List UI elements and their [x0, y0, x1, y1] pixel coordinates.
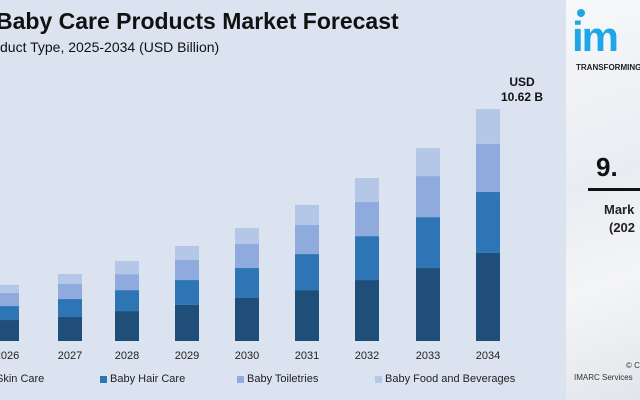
copyright: © C — [626, 361, 640, 370]
legend-swatch — [100, 375, 107, 383]
divider — [588, 188, 640, 191]
bar-2031-series-3 — [295, 204, 319, 225]
chart-title: Baby Care Products Market Forecast — [0, 8, 399, 34]
bar-2026-series-3 — [0, 284, 19, 293]
legend-item-toiletries: Baby Toiletries — [237, 373, 318, 385]
bar-2034-series-3 — [476, 109, 500, 144]
bar-2033-series-2 — [416, 176, 440, 218]
x-tick-label: 2026 — [0, 350, 19, 362]
cagr-label: Mark — [604, 202, 635, 217]
bar-2032-series-0 — [355, 280, 379, 341]
bar-2028-series-0 — [115, 311, 139, 341]
chart-subtitle: duct Type, 2025-2034 (USD Billion) — [0, 39, 220, 55]
bar-2027-series-2 — [58, 283, 82, 300]
side-panel: im TRANSFORMING 9. Mark (202 © C IMARC S… — [566, 0, 640, 400]
bar-2030-series-2 — [235, 244, 259, 269]
legend-swatch — [375, 375, 382, 383]
legend-label: Skin Care — [0, 373, 45, 385]
bar-2032-series-1 — [355, 236, 379, 281]
legend-item-hair-care: Baby Hair Care — [100, 373, 185, 385]
logo-dot — [577, 9, 585, 17]
bar-2029-series-1 — [175, 280, 199, 305]
bar-2028-series-2 — [115, 274, 139, 291]
bar-2031-series-0 — [295, 290, 319, 341]
x-tick-label: 2028 — [115, 350, 139, 362]
legend-label: Baby Toiletries — [247, 373, 319, 385]
logo-tagline: TRANSFORMING — [576, 63, 640, 72]
legend-item-food-beverages: Baby Food and Beverages — [375, 373, 515, 385]
x-tick-label: 2033 — [416, 350, 440, 362]
bar-2027-series-0 — [58, 316, 82, 341]
cagr-period: (202 — [609, 220, 636, 235]
bar-2029-series-2 — [175, 259, 199, 281]
bar-2030-series-1 — [235, 268, 259, 298]
legend-item-skin-care: Skin Care — [0, 373, 44, 385]
bar-2031-series-1 — [295, 254, 319, 291]
annotation-line2: 10.62 B — [501, 90, 543, 104]
bar-2026-series-1 — [0, 306, 19, 321]
legend-label: Baby Hair Care — [110, 373, 186, 385]
x-tick-label: 2030 — [235, 350, 259, 362]
x-tick-label: 2034 — [476, 350, 500, 362]
cagr-value: 9. — [596, 152, 618, 182]
bar-2033-series-0 — [416, 268, 440, 341]
imarc-logo: im — [572, 13, 619, 60]
bar-2029-series-3 — [175, 245, 199, 260]
bar-2028-series-3 — [115, 261, 139, 275]
x-tick-label: 2031 — [295, 350, 319, 362]
bar-2031-series-2 — [295, 225, 319, 255]
x-tick-label: 2027 — [58, 350, 82, 362]
legend-swatch — [237, 375, 244, 383]
bar-2027-series-1 — [58, 299, 82, 317]
bar-2030-series-0 — [235, 297, 259, 341]
bar-2030-series-3 — [235, 228, 259, 245]
bar-2026-series-0 — [0, 320, 19, 341]
legend-label: Baby Food and Beverages — [385, 373, 516, 385]
x-tick-label: 2032 — [355, 350, 379, 362]
bar-2026-series-2 — [0, 292, 19, 307]
bar-2034-series-0 — [476, 252, 500, 341]
stacked-bar-chart: 2026 2027 2028 2029 2030 2031 2032 2033 2034 USD… — [0, 75, 543, 362]
bar-2028-series-1 — [115, 290, 139, 312]
bar-2033-series-1 — [416, 217, 440, 269]
bar-2033-series-3 — [416, 148, 440, 177]
bar-2032-series-2 — [355, 202, 379, 237]
copyright-owner: IMARC Services — [574, 373, 633, 382]
x-tick-label: 2029 — [175, 350, 199, 362]
bar-2032-series-3 — [355, 178, 379, 203]
bar-2027-series-3 — [58, 273, 82, 284]
annotation-line1: USD — [509, 75, 535, 89]
bar-2029-series-0 — [175, 304, 199, 341]
bar-2034-series-1 — [476, 192, 500, 253]
bar-2034-series-2 — [476, 143, 500, 193]
